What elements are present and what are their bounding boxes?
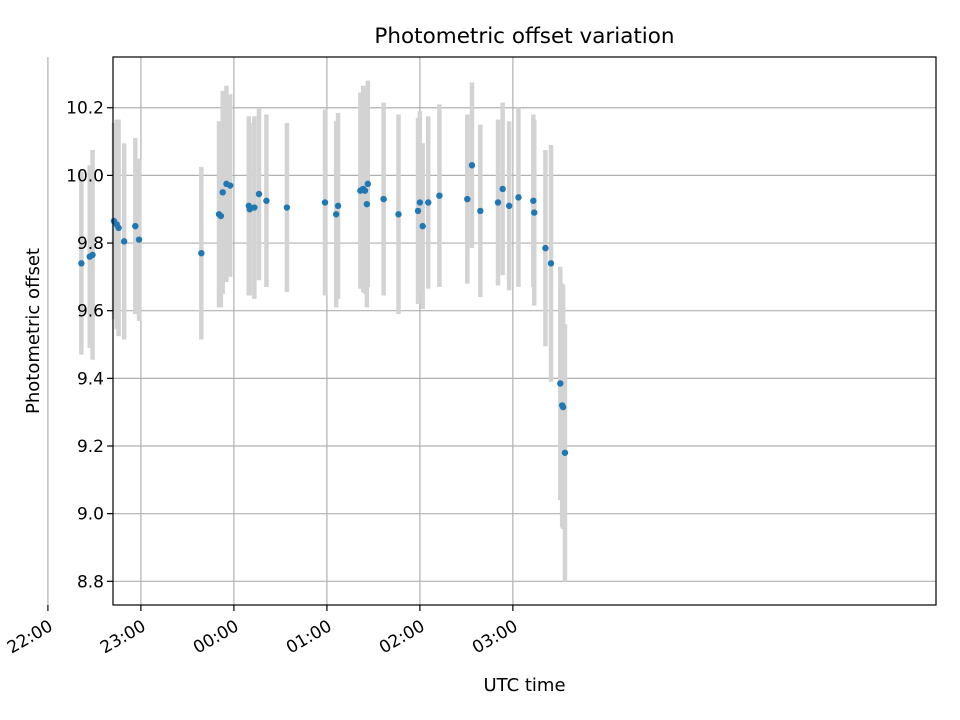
- x-axis-label: UTC time: [483, 675, 565, 696]
- data-point: [226, 182, 234, 189]
- y-axis-ticks: 8.8 9.0 9.2 9.4 9.6 9.8 10.0 10.2: [66, 99, 113, 592]
- data-point: [530, 197, 537, 204]
- y-tick-label: 9.8: [77, 234, 104, 254]
- data-point: [334, 202, 342, 210]
- y-tick-label: 10.2: [66, 99, 104, 119]
- data-point: [499, 185, 506, 193]
- data-point: [219, 189, 226, 196]
- data-point: [135, 236, 143, 243]
- data-point: [547, 260, 555, 267]
- data-point: [559, 403, 567, 411]
- data-point: [78, 260, 85, 267]
- data-point: [361, 187, 369, 194]
- plot-frame: [112, 56, 937, 606]
- data-point: [416, 199, 424, 206]
- data-point: [217, 212, 225, 220]
- y-tick-label: 8.8: [77, 572, 104, 592]
- plot-area: [113, 57, 936, 605]
- grid: [47, 57, 936, 605]
- data-point: [515, 194, 522, 201]
- data-point: [494, 199, 502, 206]
- data-point: [468, 162, 476, 169]
- data-point: [464, 195, 471, 203]
- data-point: [263, 197, 270, 204]
- data-point: [251, 204, 258, 211]
- data-point: [321, 199, 329, 206]
- y-tick-label: 9.4: [77, 369, 104, 389]
- y-tick-label: 9.6: [77, 302, 104, 322]
- data-point: [255, 190, 263, 198]
- data-point: [380, 195, 387, 203]
- data-point: [395, 211, 402, 218]
- data-point: [557, 380, 564, 387]
- data-point: [542, 244, 549, 252]
- data-point: [89, 251, 96, 259]
- data-point: [531, 209, 538, 216]
- data-point: [436, 192, 443, 199]
- data-point: [561, 449, 569, 456]
- data-point: [332, 211, 340, 218]
- data-point: [120, 238, 128, 245]
- data-point: [477, 207, 484, 215]
- y-axis-label: Photometric offset: [23, 248, 44, 414]
- data-point: [364, 180, 372, 188]
- data-point: [115, 224, 122, 232]
- data-point: [505, 202, 513, 210]
- data-points: [78, 162, 569, 456]
- data-point: [283, 204, 291, 211]
- y-tick-label: 10.0: [66, 166, 104, 186]
- y-tick-label: 9.0: [77, 505, 104, 525]
- data-point: [198, 249, 205, 257]
- data-point: [132, 222, 139, 230]
- chart-title: Photometric offset variation: [374, 24, 674, 49]
- data-point: [414, 207, 422, 215]
- y-tick-label: 9.2: [77, 437, 104, 457]
- data-point: [419, 222, 426, 230]
- data-point: [363, 200, 371, 208]
- data-point: [425, 199, 432, 206]
